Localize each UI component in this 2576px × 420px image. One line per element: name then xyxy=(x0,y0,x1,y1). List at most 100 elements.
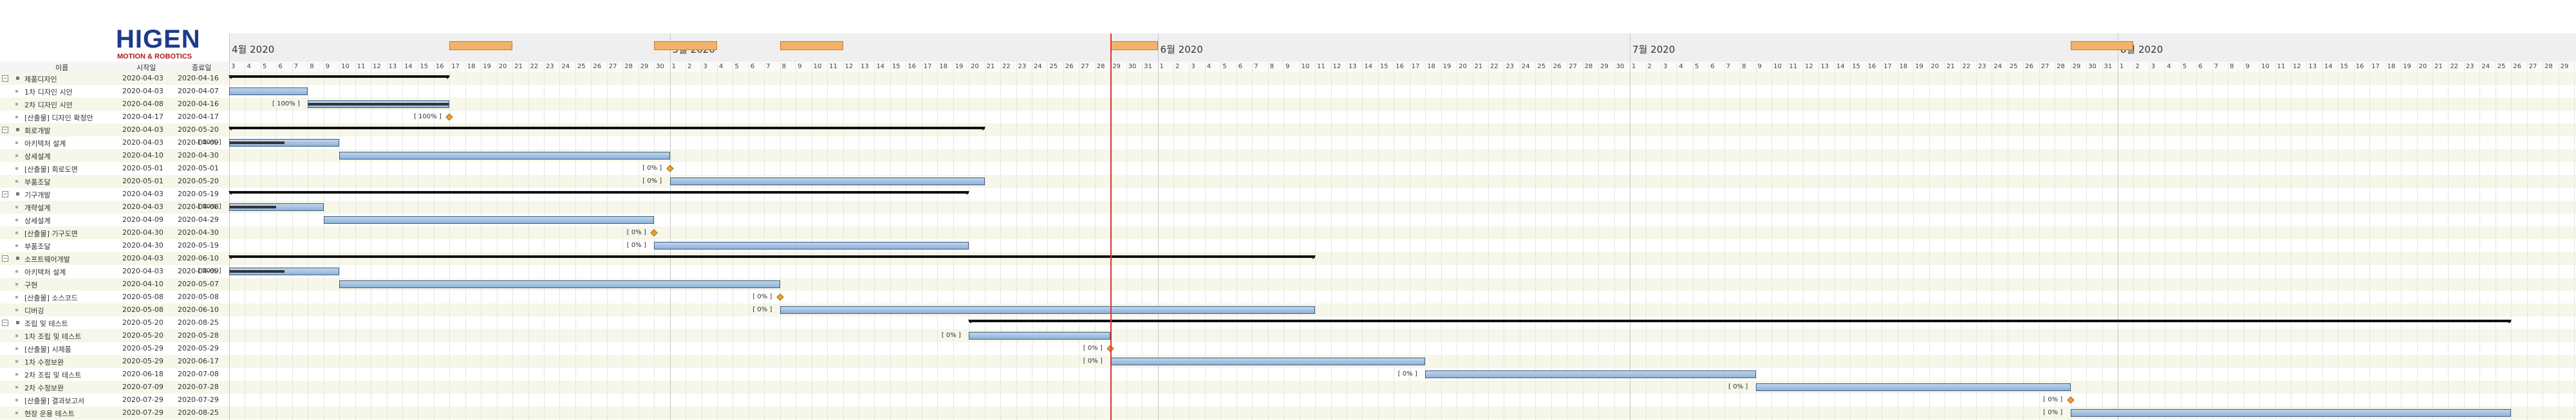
task-bar[interactable] xyxy=(339,152,670,160)
task-row[interactable]: 1차 수정보완 2020-05-29 2020-06-17 xyxy=(0,355,229,368)
day-label: 27 xyxy=(1569,63,1577,70)
timeline-marker[interactable] xyxy=(654,41,717,50)
task-row[interactable]: 부품조달 2020-04-30 2020-05-19 xyxy=(0,239,229,252)
timeline-marker[interactable] xyxy=(2070,41,2134,50)
day-label: 16 xyxy=(1395,63,1405,70)
task-bar[interactable] xyxy=(654,242,969,250)
day-label: 28 xyxy=(624,63,633,70)
day-label: 12 xyxy=(845,63,854,70)
task-row[interactable]: − 회로개발 2020-04-03 2020-05-20 xyxy=(0,123,229,136)
task-bar[interactable] xyxy=(229,203,324,211)
task-end-date: 2020-07-28 xyxy=(178,383,219,391)
day-gridline xyxy=(1267,62,1269,420)
task-row[interactable]: 아키텍처 설계 2020-04-03 2020-04-09 xyxy=(0,265,229,278)
task-row[interactable]: 상세설계 2020-04-09 2020-04-29 xyxy=(0,214,229,226)
task-bar[interactable] xyxy=(339,280,780,288)
row-band xyxy=(229,214,2576,226)
task-row[interactable]: 2차 조립 및 테스트 2020-06-18 2020-07-08 xyxy=(0,368,229,381)
task-row[interactable]: − 제품디자인 2020-04-03 2020-04-16 xyxy=(0,72,229,85)
day-gridline xyxy=(2574,62,2575,420)
task-row[interactable]: 상세설계 2020-04-10 2020-04-30 xyxy=(0,149,229,162)
day-label: 23 xyxy=(2465,63,2474,70)
day-label: 7 xyxy=(294,63,299,70)
task-row[interactable]: − 기구개발 2020-04-03 2020-05-19 xyxy=(0,188,229,201)
task-bar[interactable] xyxy=(229,139,340,147)
day-label: 9 xyxy=(1757,63,1762,70)
task-row[interactable]: 2차 수정보완 2020-07-09 2020-07-28 xyxy=(0,381,229,394)
day-label: 2 xyxy=(1647,63,1652,70)
task-row[interactable]: 2차 디자인 시안 2020-04-08 2020-04-16 xyxy=(0,98,229,111)
day-label: 15 xyxy=(1379,63,1388,70)
day-label: 12 xyxy=(1332,63,1341,70)
task-row[interactable]: 현장 운용 테스트 2020-07-29 2020-08-25 xyxy=(0,406,229,419)
day-label: 9 xyxy=(2245,63,2250,70)
day-gridline xyxy=(2243,62,2245,420)
day-label: 30 xyxy=(656,63,664,70)
task-icon xyxy=(15,116,18,118)
collapse-toggle-icon[interactable]: − xyxy=(2,75,8,82)
task-bar[interactable] xyxy=(1425,370,1756,378)
task-row[interactable]: − 소프트웨어개발 2020-04-03 2020-06-10 xyxy=(0,252,229,265)
task-row[interactable]: − 조립 및 테스트 2020-05-20 2020-08-25 xyxy=(0,316,229,329)
column-header-name[interactable]: 이름 xyxy=(55,64,69,72)
task-row[interactable]: [산출물] 기구도면 2020-04-30 2020-04-30 xyxy=(0,226,229,239)
task-row[interactable]: 아키텍처 설계 2020-04-03 2020-04-09 xyxy=(0,136,229,149)
row-band xyxy=(229,329,2576,342)
day-gridline xyxy=(528,62,529,420)
task-row[interactable]: 구현 2020-04-10 2020-05-07 xyxy=(0,278,229,291)
task-row[interactable]: [산출물] 시제품 2020-05-29 2020-05-29 xyxy=(0,342,229,355)
day-gridline xyxy=(1551,62,1552,420)
task-start-date: 2020-04-09 xyxy=(122,215,163,224)
task-row[interactable]: 부품조달 2020-05-01 2020-05-20 xyxy=(0,175,229,188)
task-row[interactable]: [산출물] 결과보고서 2020-07-29 2020-07-29 xyxy=(0,394,229,406)
collapse-toggle-icon[interactable]: − xyxy=(2,191,8,197)
day-gridline xyxy=(1803,62,1804,420)
day-gridline xyxy=(764,62,765,420)
collapse-toggle-icon[interactable]: − xyxy=(2,127,8,133)
day-label: 3 xyxy=(703,63,707,70)
timeline-marker[interactable] xyxy=(449,41,513,50)
task-bar[interactable] xyxy=(2070,409,2512,417)
timeline-marker[interactable] xyxy=(1110,41,1158,50)
summary-bar[interactable] xyxy=(968,320,2512,324)
task-name: 개략설계 xyxy=(24,204,51,212)
summary-bar[interactable] xyxy=(228,75,451,79)
task-bar[interactable] xyxy=(669,178,985,185)
task-bar[interactable] xyxy=(229,87,308,95)
day-label: 7 xyxy=(766,63,770,70)
task-bar[interactable] xyxy=(969,332,1111,340)
task-row[interactable]: [산출물] 소스코드 2020-05-08 2020-05-08 xyxy=(0,291,229,304)
timeline-marker[interactable] xyxy=(779,41,843,50)
task-row[interactable]: 1차 디자인 시안 2020-04-03 2020-04-07 xyxy=(0,85,229,98)
task-bar[interactable] xyxy=(779,306,1316,314)
column-header-end[interactable]: 종료일 xyxy=(192,64,212,72)
task-name: [산출물] 결과보고서 xyxy=(24,397,85,405)
task-bar[interactable] xyxy=(308,100,450,108)
day-gridline xyxy=(465,62,466,420)
task-row[interactable]: [산출물] 디자인 확정안 2020-04-17 2020-04-17 xyxy=(0,111,229,123)
task-name: 소프트웨어개발 xyxy=(24,255,70,264)
task-bar[interactable] xyxy=(229,268,340,275)
day-label: 29 xyxy=(2072,63,2081,70)
day-label: 14 xyxy=(876,63,885,70)
collapse-toggle-icon[interactable]: − xyxy=(2,320,8,326)
task-row[interactable]: 디버깅 2020-05-08 2020-06-10 xyxy=(0,304,229,316)
task-bar[interactable] xyxy=(1755,383,2071,391)
collapse-toggle-icon[interactable]: − xyxy=(2,255,8,262)
column-header-start[interactable]: 시작일 xyxy=(136,64,156,72)
task-end-date: 2020-04-09 xyxy=(178,138,219,147)
task-row[interactable]: [산출물] 회로도면 2020-05-01 2020-05-01 xyxy=(0,162,229,175)
summary-bar[interactable] xyxy=(229,127,985,131)
task-start-date: 2020-05-01 xyxy=(122,177,163,185)
summary-bar[interactable] xyxy=(228,255,1316,259)
task-row[interactable]: 개략설계 2020-04-03 2020-04-08 xyxy=(0,201,229,214)
task-row[interactable]: 1차 조립 및 테스트 2020-05-20 2020-05-28 xyxy=(0,329,229,342)
day-label: 11 xyxy=(2277,63,2286,70)
summary-bar[interactable] xyxy=(228,191,970,195)
day-gridline xyxy=(1661,62,1662,420)
task-bar[interactable] xyxy=(323,216,655,224)
day-gridline xyxy=(1425,62,1426,420)
day-gridline xyxy=(2039,62,2040,420)
task-bar[interactable] xyxy=(1110,358,1426,365)
